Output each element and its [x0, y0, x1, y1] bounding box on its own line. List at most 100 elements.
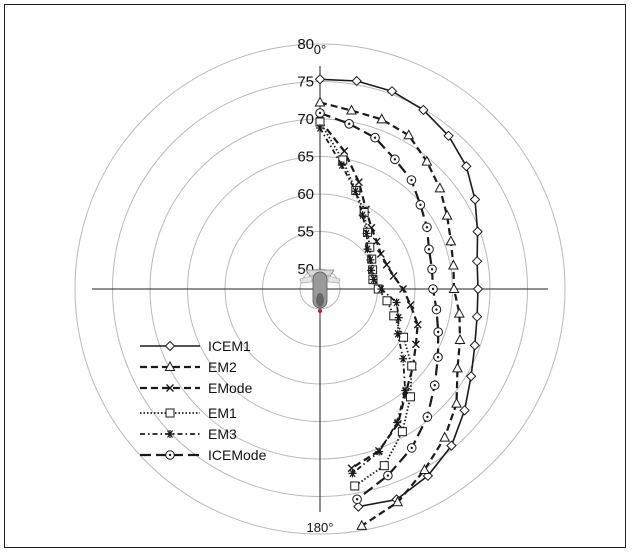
series-icemode [315, 108, 443, 505]
chart-frame [4, 4, 626, 548]
data-point-marker [428, 284, 438, 294]
series-icem1 [314, 74, 484, 512]
data-point-marker [363, 245, 372, 254]
data-point-marker [367, 254, 377, 264]
data-point-marker [406, 443, 417, 453]
data-point-marker [393, 418, 402, 427]
legend-item: EMode [140, 380, 253, 396]
series-em1 [315, 117, 417, 491]
angle-label-top: 0° [314, 42, 326, 57]
data-point-marker [418, 104, 429, 116]
grid-circle [74, 43, 566, 535]
data-point-marker [369, 275, 378, 284]
series-line [319, 78, 479, 508]
data-point-marker [356, 519, 368, 530]
data-point-marker [399, 285, 407, 293]
data-point-marker [446, 440, 457, 451]
data-point-marker [422, 222, 432, 233]
data-point-marker [431, 304, 442, 315]
data-point-marker [358, 211, 367, 220]
legend-marker [165, 450, 175, 460]
data-point-marker [314, 96, 326, 107]
data-point-marker [350, 481, 360, 491]
data-point-marker [367, 266, 376, 275]
radial-tick-label: 65 [297, 149, 314, 166]
data-point-marker [337, 161, 346, 170]
legend-marker [166, 430, 174, 438]
series-line [319, 111, 440, 501]
data-point-marker [465, 371, 477, 382]
data-point-marker [461, 161, 472, 172]
data-point-marker [315, 108, 325, 118]
data-point-marker [469, 340, 481, 351]
legend-label: EM2 [208, 359, 237, 375]
series-em2 [314, 96, 466, 530]
data-point-marker [340, 147, 349, 156]
angle-label-bottom: 180° [307, 520, 334, 535]
data-point-marker [427, 264, 437, 275]
data-point-marker [439, 431, 451, 442]
data-point-marker [448, 259, 459, 270]
data-point-marker [421, 155, 433, 166]
data-point-marker [406, 300, 415, 309]
data-point-marker [382, 260, 391, 269]
data-point-marker [314, 74, 326, 85]
data-point-marker [454, 333, 466, 344]
data-point-marker [316, 124, 324, 132]
legend-label: EM1 [208, 405, 237, 421]
data-point-marker [471, 256, 483, 267]
data-point-marker [375, 447, 384, 456]
series-emode [316, 116, 422, 473]
data-point-marker [429, 380, 440, 391]
legend: ICEM1 EM2 EMode EM1 EM3 ICEMode [140, 338, 267, 463]
data-point-marker [424, 244, 434, 255]
series-line [319, 127, 407, 475]
series-line [319, 101, 462, 527]
legend-label: ICEM1 [208, 338, 251, 354]
series-em3 [316, 124, 410, 478]
legend-label: EM3 [208, 426, 237, 442]
data-point-marker [401, 386, 410, 395]
data-point-marker [451, 397, 462, 408]
legend-marker [164, 340, 176, 352]
data-point-marker [389, 272, 398, 281]
data-point-marker [445, 235, 457, 246]
data-point-marker [411, 340, 420, 349]
legend-label: EMode [208, 380, 253, 396]
data-point-marker [348, 469, 357, 478]
data-point-marker [362, 229, 371, 238]
data-point-marker [392, 496, 404, 507]
data-point-marker [379, 461, 389, 471]
data-point-marker [366, 255, 375, 264]
data-point-marker [405, 392, 415, 402]
data-point-marker [376, 113, 388, 124]
radial-tick-label: 80 [297, 36, 314, 53]
legend-item: ICEMode [140, 447, 267, 463]
radial-tick-label: 75 [297, 74, 314, 91]
legend-marker [166, 384, 174, 392]
data-point-marker [422, 412, 433, 422]
data-point-marker [403, 129, 415, 140]
data-point-marker [386, 85, 398, 97]
data-point-marker [377, 285, 386, 293]
legend-marker [164, 360, 176, 371]
legend-label: ICEMode [208, 447, 267, 463]
data-point-marker [376, 249, 385, 258]
data-point-marker [407, 361, 417, 371]
data-point-marker [392, 298, 401, 307]
data-point-marker [434, 182, 446, 193]
data-point-marker [406, 175, 417, 185]
data-point-marker [472, 283, 484, 295]
data-point-marker [443, 130, 454, 141]
data-point-marker [382, 296, 392, 306]
data-point-marker [354, 178, 363, 187]
series-layer [314, 74, 484, 530]
data-point-marker [448, 282, 460, 293]
radial-tick-label: 70 [297, 111, 314, 128]
data-point-marker [415, 199, 426, 210]
data-point-marker [351, 75, 362, 87]
legend-item: ICEM1 [140, 338, 251, 354]
legend-marker [165, 408, 175, 418]
data-point-marker [383, 470, 393, 481]
